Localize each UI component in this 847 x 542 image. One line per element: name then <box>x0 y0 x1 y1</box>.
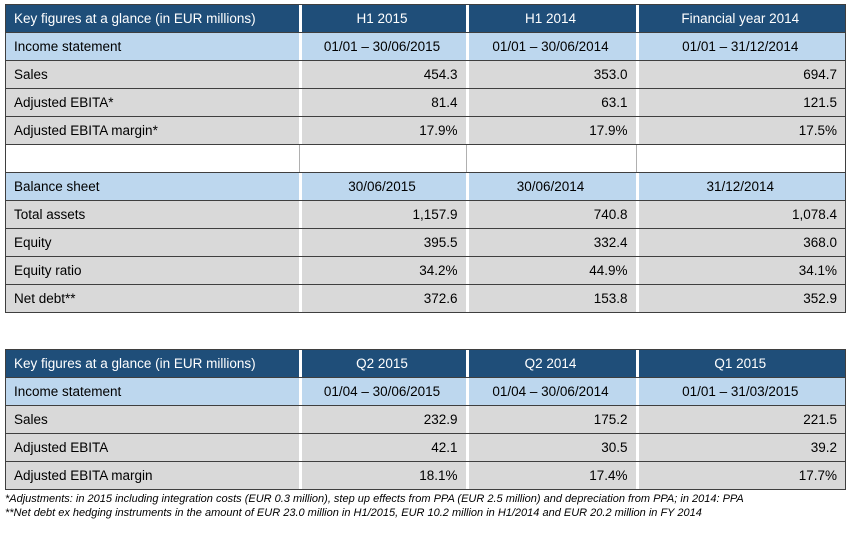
table-row-total-assets: Total assets 1,157.9 740.8 1,078.4 <box>5 200 846 229</box>
table-title: Key figures at a glance (in EUR millions… <box>5 349 299 378</box>
column-header-fy-2014: Financial year 2014 <box>635 4 846 33</box>
value-cell: 454.3 <box>298 60 466 89</box>
metric-label: Net debt** <box>5 284 299 313</box>
value-cell: 42.1 <box>298 433 466 462</box>
value-cell: 30.5 <box>465 433 636 462</box>
footnotes: *Adjustments: in 2015 including integrat… <box>5 493 847 520</box>
section-label: Balance sheet <box>5 172 299 201</box>
value-cell: 18.1% <box>298 461 466 490</box>
period-cell: 01/01 – 30/06/2015 <box>298 32 466 61</box>
value-cell: 17.9% <box>465 116 636 145</box>
value-cell: 34.1% <box>635 256 846 285</box>
table-header-row: Key figures at a glance (in EUR millions… <box>5 349 846 378</box>
metric-label: Sales <box>5 405 299 434</box>
report-page: Key figures at a glance (in EUR millions… <box>0 4 847 542</box>
metric-label: Total assets <box>5 200 299 229</box>
column-header-q1-2015: Q1 2015 <box>635 349 846 378</box>
empty-cell <box>465 144 636 173</box>
value-cell: 121.5 <box>635 88 846 117</box>
value-cell: 1,157.9 <box>298 200 466 229</box>
value-cell: 353.0 <box>465 60 636 89</box>
table-row-adjusted-ebita-margin: Adjusted EBITA margin* 17.9% 17.9% 17.5% <box>5 116 846 145</box>
value-cell: 372.6 <box>298 284 466 313</box>
section-row-balance-sheet: Balance sheet 30/06/2015 30/06/2014 31/1… <box>5 172 846 201</box>
column-header-h1-2015: H1 2015 <box>298 4 466 33</box>
value-cell: 740.8 <box>465 200 636 229</box>
metric-label: Sales <box>5 60 299 89</box>
column-header-q2-2014: Q2 2014 <box>465 349 636 378</box>
metric-label: Adjusted EBITA margin <box>5 461 299 490</box>
value-cell: 63.1 <box>465 88 636 117</box>
value-cell: 368.0 <box>635 228 846 257</box>
value-cell: 694.7 <box>635 60 846 89</box>
footnote-net-debt: **Net debt ex hedging instruments in the… <box>5 506 702 519</box>
value-cell: 221.5 <box>635 405 846 434</box>
table-row-adjusted-ebita: Adjusted EBITA 42.1 30.5 39.2 <box>5 433 846 462</box>
metric-label: Adjusted EBITA margin* <box>5 116 299 145</box>
key-figures-table-quarterly: Key figures at a glance (in EUR millions… <box>5 349 846 490</box>
key-figures-table-halfyear: Key figures at a glance (in EUR millions… <box>5 4 846 313</box>
metric-label: Equity ratio <box>5 256 299 285</box>
table-header-row: Key figures at a glance (in EUR millions… <box>5 4 846 33</box>
value-cell: 175.2 <box>465 405 636 434</box>
value-cell: 332.4 <box>465 228 636 257</box>
value-cell: 39.2 <box>635 433 846 462</box>
period-cell: 01/04 – 30/06/2014 <box>465 377 636 406</box>
value-cell: 44.9% <box>465 256 636 285</box>
table-title: Key figures at a glance (in EUR millions… <box>5 4 299 33</box>
empty-cell <box>5 144 299 173</box>
spacer-row <box>5 144 846 173</box>
footnote-adjustments: *Adjustments: in 2015 including integrat… <box>5 493 744 505</box>
value-cell: 17.4% <box>465 461 636 490</box>
column-header-q2-2015: Q2 2015 <box>298 349 466 378</box>
table-row-equity-ratio: Equity ratio 34.2% 44.9% 34.1% <box>5 256 846 285</box>
value-cell: 352.9 <box>635 284 846 313</box>
period-cell: 30/06/2014 <box>465 172 636 201</box>
metric-label: Adjusted EBITA* <box>5 88 299 117</box>
section-label: Income statement <box>5 377 299 406</box>
period-cell: 30/06/2015 <box>298 172 466 201</box>
metric-label: Equity <box>5 228 299 257</box>
table-row-equity: Equity 395.5 332.4 368.0 <box>5 228 846 257</box>
period-cell: 01/01 – 31/12/2014 <box>635 32 846 61</box>
table-row-net-debt: Net debt** 372.6 153.8 352.9 <box>5 284 846 313</box>
value-cell: 153.8 <box>465 284 636 313</box>
value-cell: 17.7% <box>635 461 846 490</box>
value-cell: 81.4 <box>298 88 466 117</box>
metric-label: Adjusted EBITA <box>5 433 299 462</box>
empty-cell <box>635 144 846 173</box>
table-row-sales: Sales 454.3 353.0 694.7 <box>5 60 846 89</box>
value-cell: 395.5 <box>298 228 466 257</box>
period-cell: 31/12/2014 <box>635 172 846 201</box>
empty-cell <box>298 144 466 173</box>
table-row-adjusted-ebita: Adjusted EBITA* 81.4 63.1 121.5 <box>5 88 846 117</box>
period-cell: 01/01 – 31/03/2015 <box>635 377 846 406</box>
value-cell: 34.2% <box>298 256 466 285</box>
value-cell: 1,078.4 <box>635 200 846 229</box>
table-row-sales: Sales 232.9 175.2 221.5 <box>5 405 846 434</box>
period-cell: 01/01 – 30/06/2014 <box>465 32 636 61</box>
value-cell: 17.5% <box>635 116 846 145</box>
section-row-income-statement: Income statement 01/01 – 30/06/2015 01/0… <box>5 32 846 61</box>
section-row-income-statement: Income statement 01/04 – 30/06/2015 01/0… <box>5 377 846 406</box>
section-label: Income statement <box>5 32 299 61</box>
column-header-h1-2014: H1 2014 <box>465 4 636 33</box>
table-row-adjusted-ebita-margin: Adjusted EBITA margin 18.1% 17.4% 17.7% <box>5 461 846 490</box>
period-cell: 01/04 – 30/06/2015 <box>298 377 466 406</box>
value-cell: 232.9 <box>298 405 466 434</box>
value-cell: 17.9% <box>298 116 466 145</box>
